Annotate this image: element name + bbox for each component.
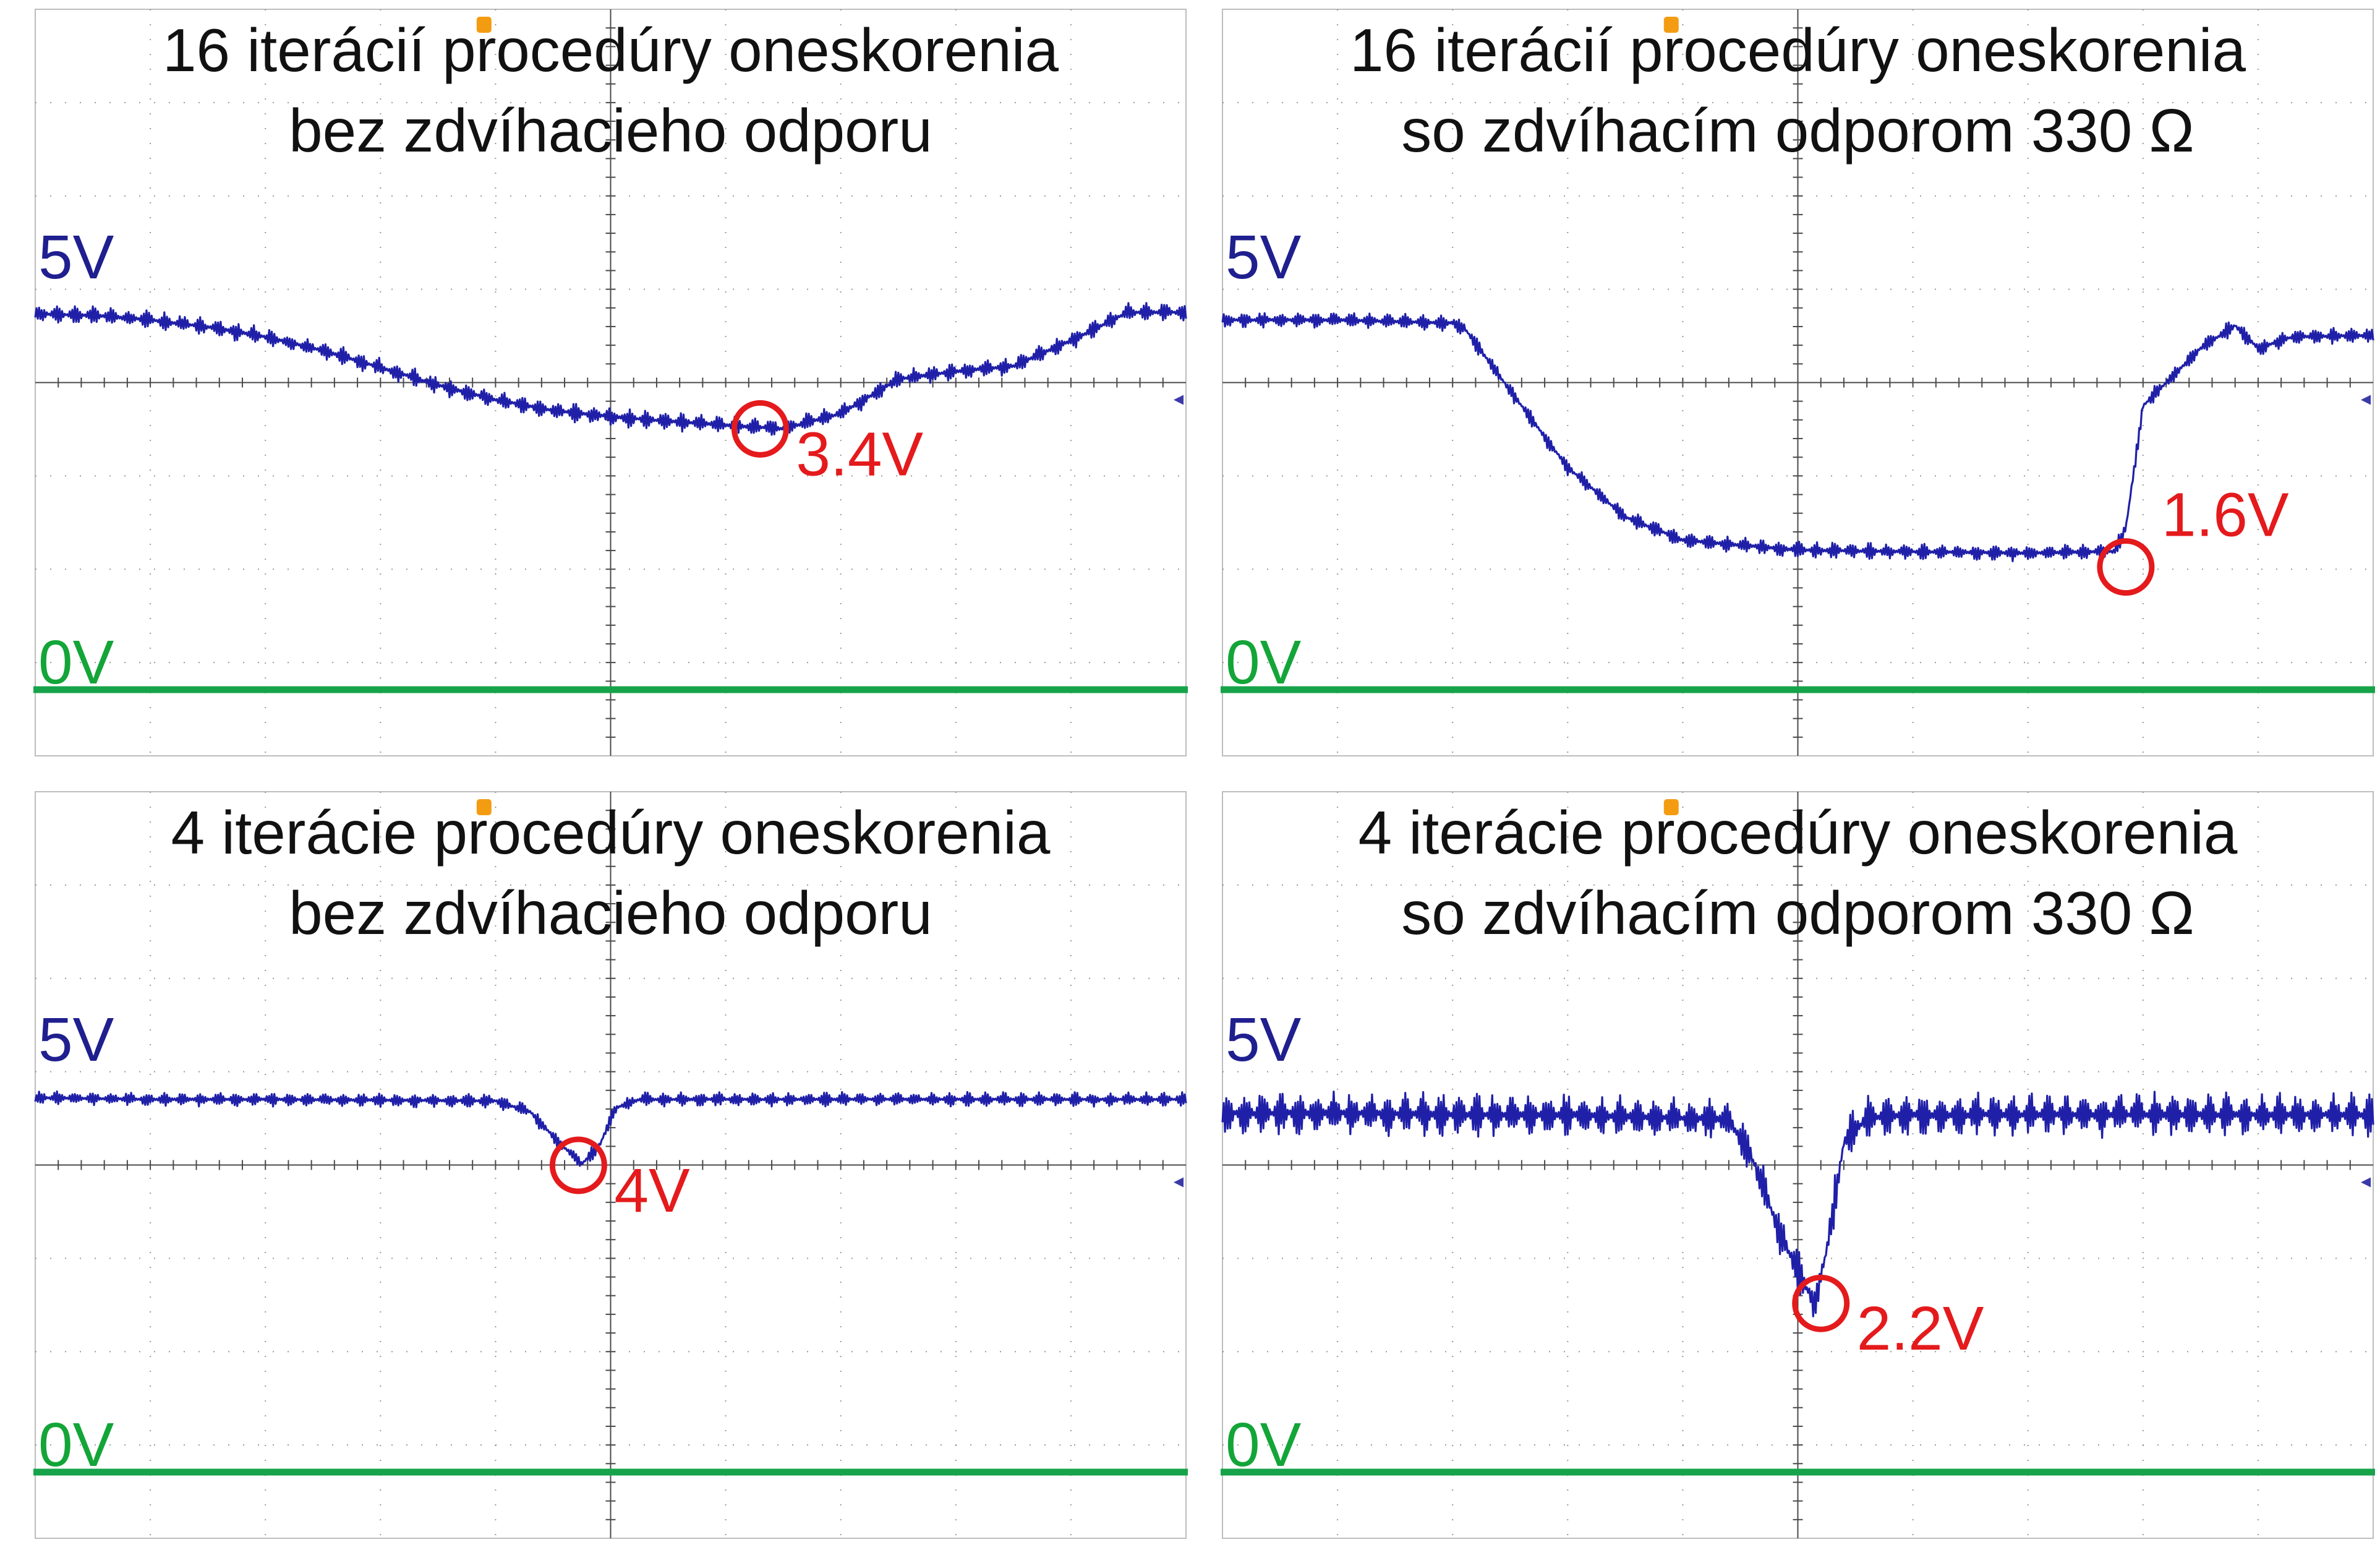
label-0v: 0V [1226, 1410, 1302, 1480]
label-5v: 5V [38, 1005, 114, 1074]
trigger-marker-icon [476, 17, 492, 33]
level-arrow-icon [2361, 395, 2371, 405]
marker-value-label: 3.4V [796, 419, 923, 489]
trigger-marker-icon [1663, 17, 1679, 33]
label-5v: 5V [1226, 223, 1302, 292]
minimum-marker-circle [2097, 538, 2155, 596]
panel-16-iterations-pullup-330: 16 iterácií procedúry oneskorenia so zdv… [1221, 9, 2375, 756]
label-0v: 0V [38, 628, 114, 697]
panel-title-line-1: 16 iterácií procedúry oneskorenia [1350, 16, 2246, 84]
minimum-marker-circle [1792, 1274, 1850, 1332]
panel-title-line-2: bez zdvíhacieho odporu [289, 879, 932, 947]
signal-trace [1221, 312, 2374, 562]
panel-4-iterations-pullup-330: 4 iterácie procedúry oneskorenia so zdví… [1221, 791, 2375, 1539]
label-0v: 0V [1226, 628, 1302, 697]
panel-title-line-1: 4 iterácie procedúry oneskorenia [1358, 799, 2238, 867]
label-5v: 5V [38, 223, 114, 292]
level-arrow-icon [2361, 1177, 2371, 1188]
marker-value-label: 2.2V [1857, 1294, 1984, 1363]
marker-value-label: 4V [614, 1156, 690, 1225]
minimum-marker-circle [549, 1136, 607, 1194]
panel-title-line-2: so zdvíhacím odporom 330 Ω [1401, 879, 2194, 947]
panel-4-iterations-no-pullup: 4 iterácie procedúry oneskorenia bez zdv… [33, 791, 1188, 1539]
marker-value-label: 1.6V [2162, 481, 2289, 550]
trigger-marker-icon [476, 799, 492, 815]
level-arrow-icon [1174, 1177, 1184, 1188]
signal-trace [34, 302, 1187, 436]
signal-trace [34, 1090, 1187, 1167]
trigger-marker-icon [1663, 799, 1679, 815]
level-arrow-icon [1174, 395, 1184, 405]
label-5v: 5V [1226, 1005, 1302, 1074]
panel-title-line-1: 4 iterácie procedúry oneskorenia [171, 799, 1051, 867]
panel-title-line-1: 16 iterácií procedúry oneskorenia [163, 16, 1059, 84]
minimum-marker-circle [731, 400, 789, 458]
label-0v: 0V [38, 1410, 114, 1480]
panel-title-line-2: so zdvíhacím odporom 330 Ω [1401, 96, 2194, 165]
panel-title-line-2: bez zdvíhacieho odporu [289, 96, 932, 165]
panel-16-iterations-no-pullup: 16 iterácií procedúry oneskorenia bez zd… [33, 9, 1188, 756]
